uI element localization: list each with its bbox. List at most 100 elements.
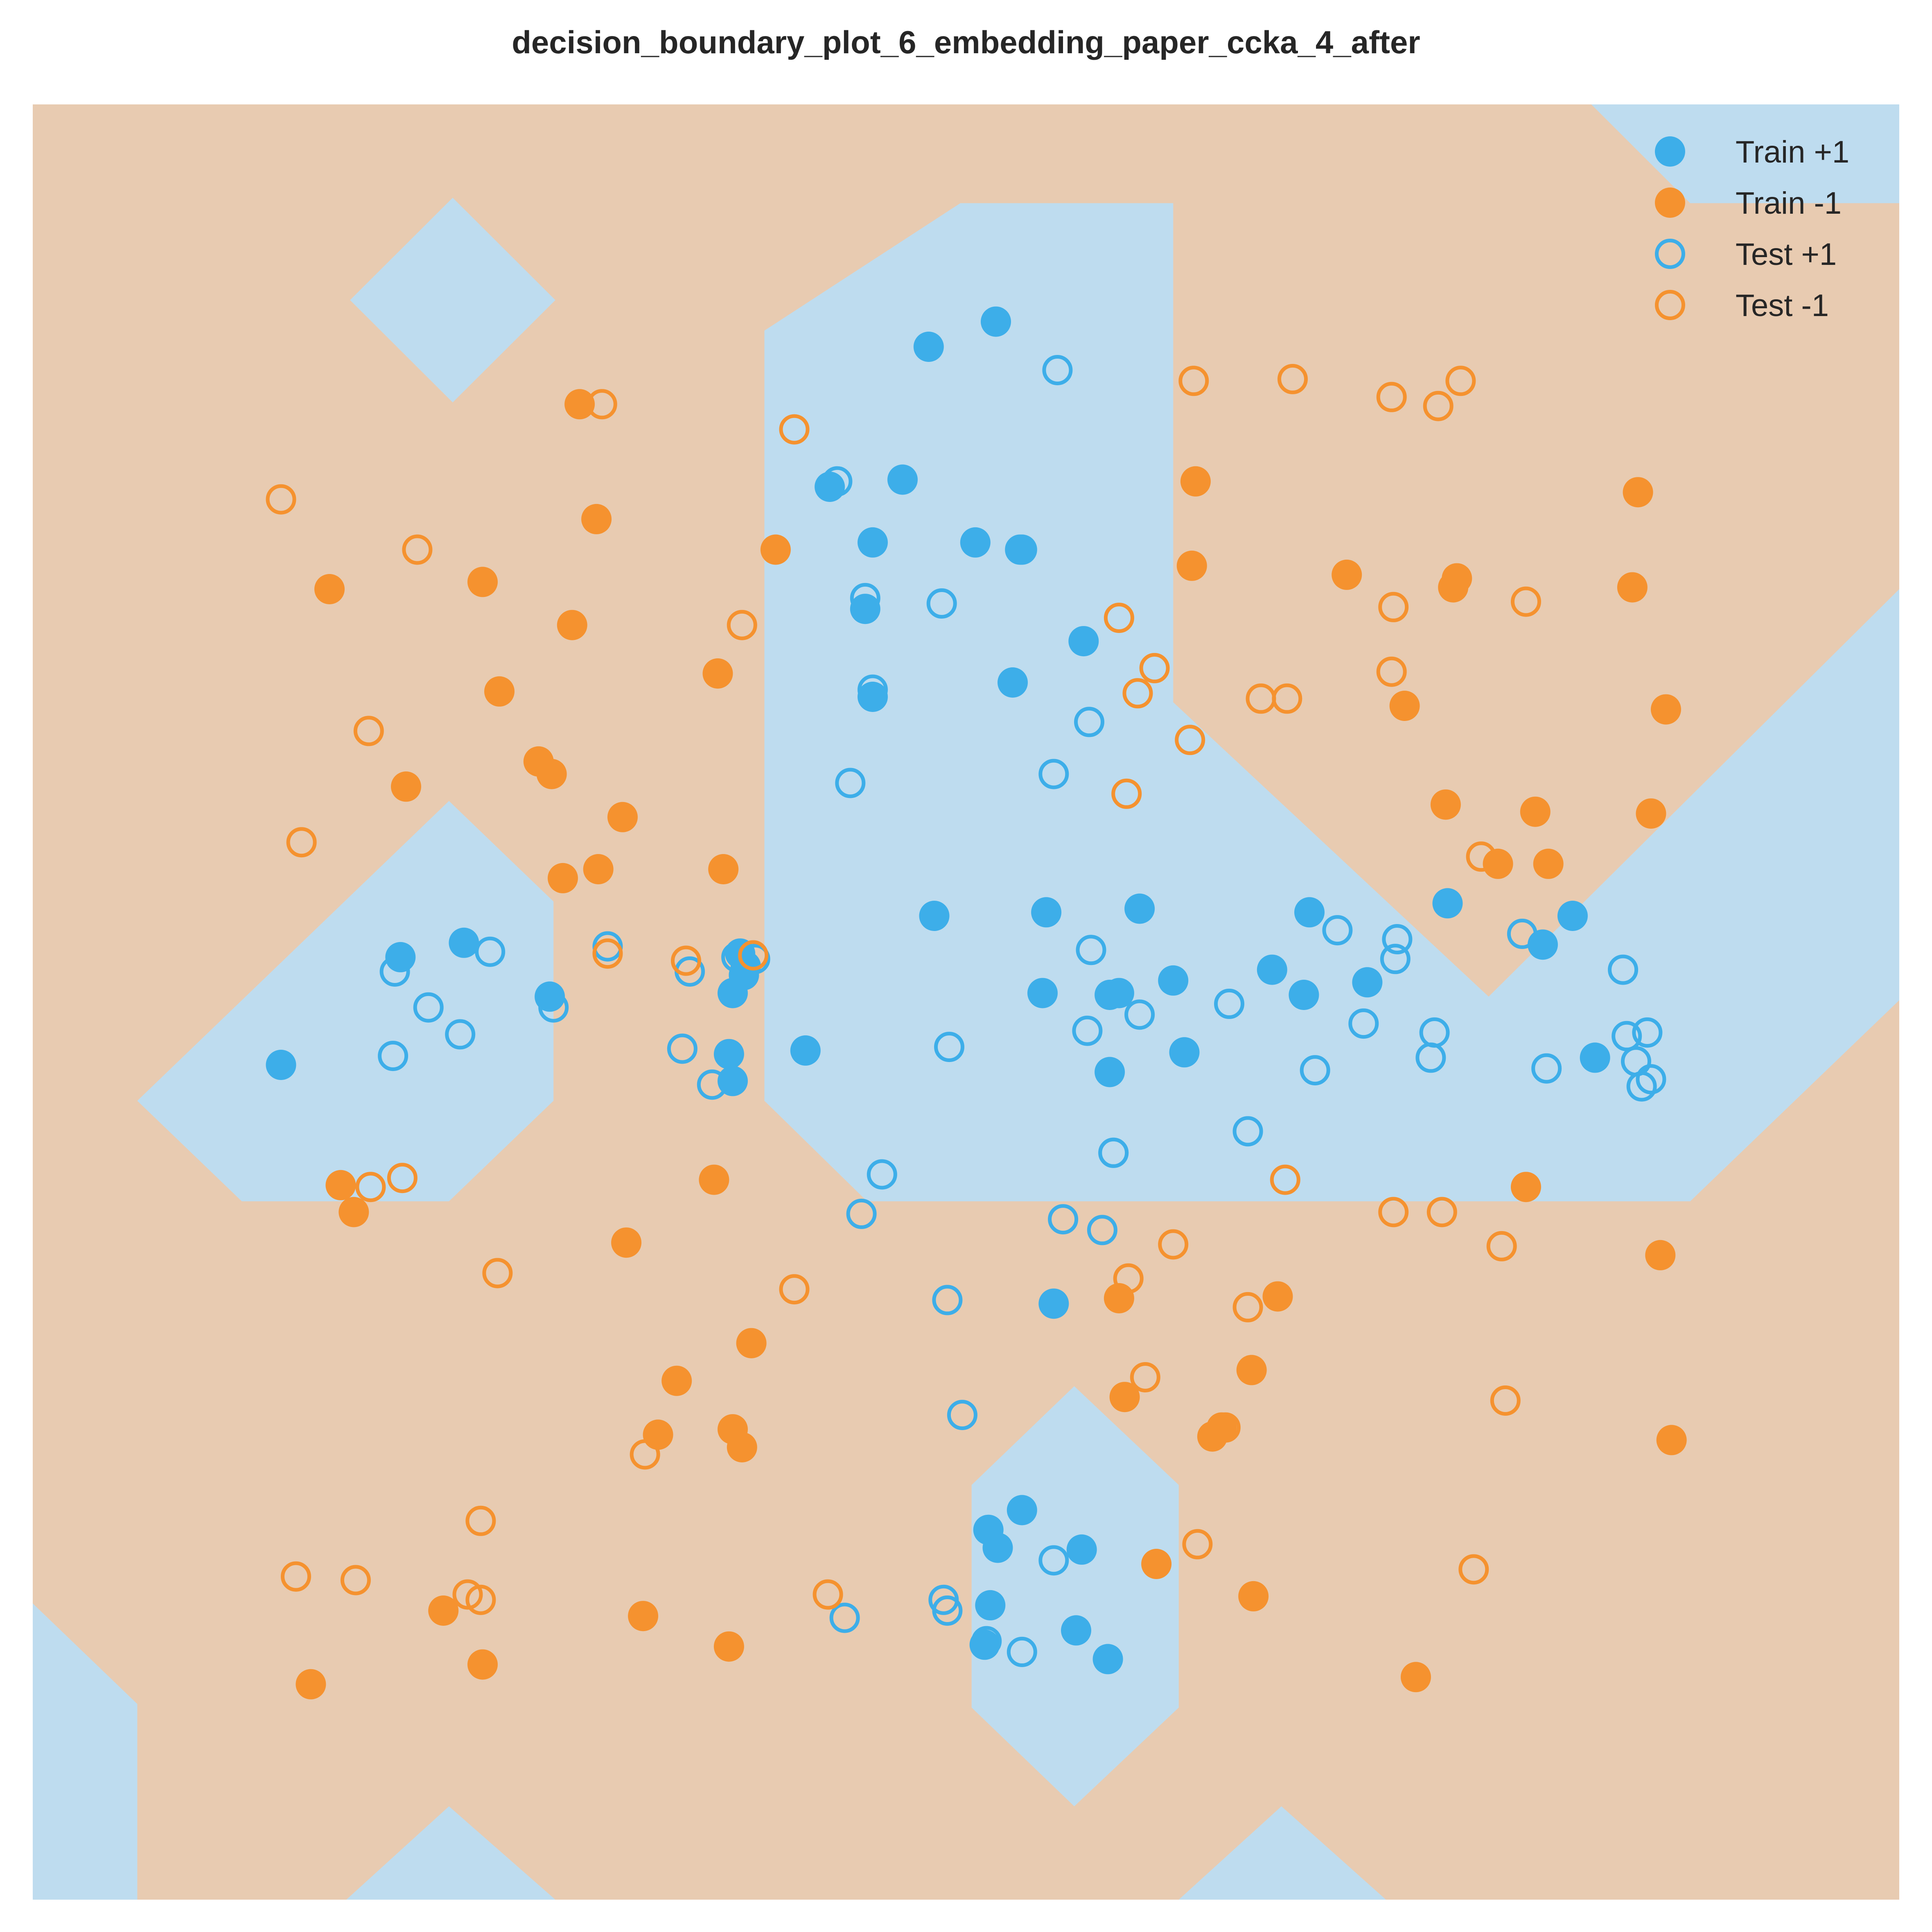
- train-pos-point: [858, 527, 888, 558]
- train-pos-point: [1289, 980, 1319, 1010]
- test-neg-point: [1182, 1529, 1213, 1559]
- legend-label-test-neg: Test -1: [1736, 288, 1829, 323]
- test-neg-point: [1511, 586, 1541, 617]
- test-pos-point: [445, 1019, 476, 1050]
- test-neg-point: [630, 1439, 660, 1470]
- train-neg-point: [548, 863, 578, 893]
- train-pos-point: [713, 1039, 744, 1069]
- train-pos-point: [1257, 954, 1287, 985]
- test-pos-point: [1124, 999, 1155, 1030]
- train-pos-point: [1432, 888, 1463, 919]
- test-neg-point: [1378, 592, 1409, 622]
- test-neg-point: [1130, 1362, 1160, 1392]
- train-pos-point: [981, 306, 1011, 337]
- train-neg-point: [1617, 572, 1648, 603]
- legend-marker-train-pos: [1655, 136, 1685, 167]
- test-pos-point: [1636, 1064, 1666, 1095]
- train-neg-point: [702, 658, 733, 689]
- train-neg-point: [736, 1328, 767, 1358]
- test-pos-point: [1507, 918, 1537, 949]
- train-pos-point: [449, 927, 479, 958]
- data-points: [266, 306, 1687, 1699]
- train-pos-point: [850, 594, 880, 624]
- test-pos-point: [1098, 1137, 1129, 1168]
- test-pos-point: [1382, 924, 1413, 954]
- train-pos-point: [1031, 897, 1062, 928]
- train-pos-point: [1557, 901, 1588, 931]
- test-neg-point: [1210, 1412, 1241, 1443]
- test-pos-point: [1038, 1545, 1069, 1576]
- test-neg-point: [402, 534, 433, 565]
- train-neg-point: [581, 504, 612, 534]
- decision-regions: [33, 104, 1899, 1900]
- test-neg-point: [1445, 366, 1476, 396]
- train-neg-point: [1651, 694, 1681, 725]
- test-pos-point: [1074, 707, 1104, 737]
- train-pos-point: [975, 1590, 1006, 1620]
- positive-region-4: [971, 1386, 1179, 1806]
- test-pos-point: [1072, 1015, 1103, 1046]
- train-neg-point: [1197, 1421, 1228, 1452]
- test-neg-point: [738, 940, 769, 971]
- test-pos-point: [1348, 1008, 1379, 1039]
- train-neg-point: [467, 567, 498, 597]
- test-neg-point: [1232, 1292, 1263, 1322]
- train-neg-point: [314, 574, 345, 604]
- train-neg-point: [713, 1631, 744, 1662]
- test-pos-point: [947, 1400, 977, 1430]
- train-pos-point: [887, 464, 918, 495]
- train-neg-point: [607, 802, 638, 832]
- legend: Train +1 Train -1 Test +1 Test -1: [1655, 135, 1849, 323]
- train-neg-point: [339, 1197, 369, 1227]
- test-pos-point: [721, 942, 752, 972]
- train-pos-point: [913, 332, 944, 362]
- test-pos-point: [413, 992, 444, 1023]
- positive-region-5: [33, 1603, 138, 1900]
- positive-region-3: [350, 198, 555, 402]
- positive-region-6: [346, 1806, 555, 1900]
- test-neg-point: [1139, 653, 1170, 683]
- test-neg-point: [353, 716, 384, 746]
- test-neg-point: [1458, 1554, 1489, 1585]
- test-pos-point: [934, 1032, 964, 1062]
- test-pos-point: [858, 674, 888, 705]
- train-neg-point: [1109, 1382, 1140, 1412]
- positive-region-8: [1591, 104, 1899, 203]
- train-pos-point: [1068, 626, 1099, 657]
- train-neg-point: [296, 1669, 326, 1699]
- test-pos-point: [1632, 1017, 1663, 1048]
- train-neg-point: [1176, 550, 1207, 581]
- train-neg-point: [727, 1432, 757, 1462]
- test-neg-point: [1178, 366, 1209, 396]
- test-pos-point: [932, 1595, 963, 1626]
- test-neg-point: [1378, 1197, 1409, 1227]
- train-pos-point: [1158, 965, 1189, 996]
- train-pos-point: [919, 901, 950, 931]
- test-pos-point: [1300, 1055, 1330, 1086]
- train-neg-point: [1236, 1355, 1267, 1385]
- test-neg-point: [671, 945, 701, 976]
- test-pos-point: [867, 1159, 897, 1190]
- legend-marker-test-pos: [1655, 239, 1685, 269]
- train-pos-point: [1038, 1288, 1069, 1319]
- legend-label-test-pos: Test +1: [1736, 237, 1837, 272]
- test-pos-point: [829, 1602, 860, 1633]
- test-pos-point: [1608, 954, 1639, 985]
- train-pos-point: [1294, 897, 1325, 928]
- test-neg-point: [340, 1565, 371, 1595]
- train-pos-point: [815, 472, 845, 502]
- test-neg-point: [1272, 683, 1302, 714]
- test-pos-point: [926, 588, 957, 619]
- test-pos-point: [378, 1041, 409, 1071]
- train-pos-point: [1061, 1615, 1091, 1646]
- train-neg-point: [536, 759, 567, 789]
- test-neg-point: [779, 414, 810, 445]
- test-neg-point: [1490, 1385, 1521, 1416]
- test-neg-point: [465, 1584, 496, 1615]
- train-pos-point: [266, 1050, 296, 1080]
- train-neg-point: [325, 1170, 356, 1200]
- test-neg-point: [387, 1163, 418, 1193]
- train-pos-point: [960, 527, 991, 558]
- train-neg-point: [1332, 559, 1362, 590]
- train-neg-point: [428, 1595, 459, 1626]
